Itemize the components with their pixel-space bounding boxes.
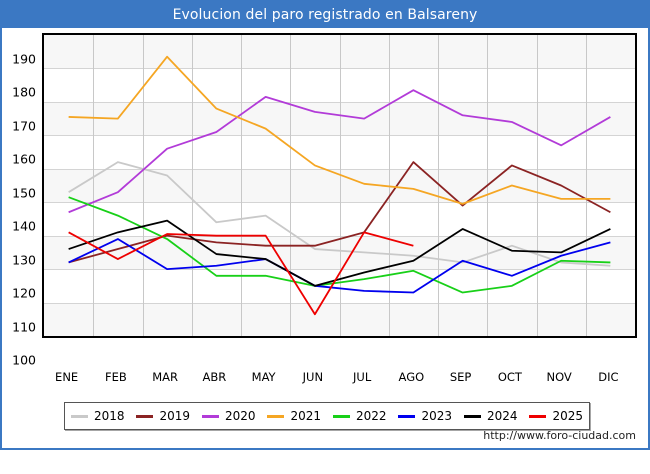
x-tick-label-dic: DIC — [598, 370, 619, 384]
legend-item-2023[interactable]: 2023 — [393, 409, 459, 423]
window-title-bar: Evolucion del paro registrado en Balsare… — [2, 2, 648, 28]
vertical-gridline — [142, 35, 144, 336]
legend-swatch-icon — [70, 414, 88, 418]
vertical-gridline — [241, 35, 242, 336]
series-line-2025 — [68, 231, 414, 316]
series-line-2020 — [68, 89, 611, 214]
y-tick-label: 160 — [12, 151, 36, 167]
x-tick-label-mar: MAR — [152, 370, 179, 384]
chart-area: 100 110 120 130 140 150 160 170 180 190 ENE FEB MAR… — [2, 28, 648, 448]
legend-item-2020[interactable]: 2020 — [196, 409, 262, 423]
y-tick-label: 120 — [12, 285, 36, 301]
legend-label: 2020 — [224, 409, 256, 423]
legend-label: 2019 — [159, 409, 191, 423]
legend-swatch-icon — [463, 414, 481, 418]
legend-swatch-icon — [398, 414, 416, 418]
y-tick-label: 150 — [12, 185, 36, 201]
x-tick-label-nov: NOV — [546, 370, 572, 384]
legend-item-2019[interactable]: 2019 — [131, 409, 197, 423]
vertical-gridline — [93, 35, 95, 336]
x-tick-label-ene: ENE — [55, 370, 79, 384]
x-tick-label-abr: ABR — [202, 370, 227, 384]
legend-label: 2025 — [552, 409, 584, 423]
y-tick-label: 110 — [12, 319, 36, 335]
legend-swatch-icon — [529, 414, 547, 418]
series-line-2021 — [68, 55, 611, 205]
vertical-gridline — [536, 35, 538, 336]
y-tick-label: 190 — [12, 51, 36, 67]
legend-swatch-icon — [267, 414, 285, 418]
x-tick-label-oct: OCT — [497, 370, 522, 384]
x-tick-label-ago: AGO — [398, 370, 425, 384]
legend-item-2018[interactable]: 2018 — [65, 409, 131, 423]
plot-region — [42, 33, 637, 338]
series-line-2024 — [68, 219, 611, 287]
vertical-gridline — [438, 35, 439, 336]
y-tick-label: 100 — [12, 352, 36, 368]
y-tick-label: 130 — [12, 252, 36, 268]
series-line-2023 — [68, 238, 611, 294]
series-line-2022 — [68, 196, 611, 294]
y-tick-label: 140 — [12, 218, 36, 234]
x-tick-label-jul: JUL — [353, 370, 372, 384]
x-tick-label-sep: SEP — [449, 370, 472, 384]
page-title: Evolucion del paro registrado en Balsare… — [172, 7, 478, 23]
legend-label: 2024 — [486, 409, 518, 423]
legend-label: 2023 — [421, 409, 453, 423]
series-canvas — [68, 55, 611, 316]
series-line-2019 — [68, 161, 611, 264]
x-tick-label-jun: JUN — [302, 370, 324, 384]
vertical-gridline — [191, 35, 193, 336]
y-tick-label: 180 — [12, 84, 36, 100]
x-tick-label-feb: FEB — [104, 370, 127, 384]
legend-item-2021[interactable]: 2021 — [262, 409, 328, 423]
legend-item-2024[interactable]: 2024 — [458, 409, 524, 423]
series-line-2018 — [68, 161, 611, 267]
vertical-gridline — [585, 35, 587, 336]
vertical-gridline — [339, 35, 341, 336]
legend-item-2025[interactable]: 2025 — [524, 409, 590, 423]
legend-item-2022[interactable]: 2022 — [327, 409, 393, 423]
source-url: http://www.foro-ciudad.com — [483, 429, 636, 442]
y-tick-label: 170 — [12, 118, 36, 134]
chart-legend: 2018 2019 2020 2021 2022 2023 2024 2025 — [64, 402, 590, 430]
legend-label: 2018 — [93, 409, 125, 423]
legend-swatch-icon — [201, 414, 219, 418]
legend-swatch-icon — [136, 414, 154, 418]
legend-label: 2021 — [290, 409, 322, 423]
chart-window: Evolucion del paro registrado en Balsare… — [0, 0, 650, 450]
legend-label: 2022 — [355, 409, 387, 423]
legend-swatch-icon — [332, 414, 350, 418]
vertical-gridline — [290, 35, 292, 336]
x-tick-label-may: MAY — [251, 370, 276, 384]
